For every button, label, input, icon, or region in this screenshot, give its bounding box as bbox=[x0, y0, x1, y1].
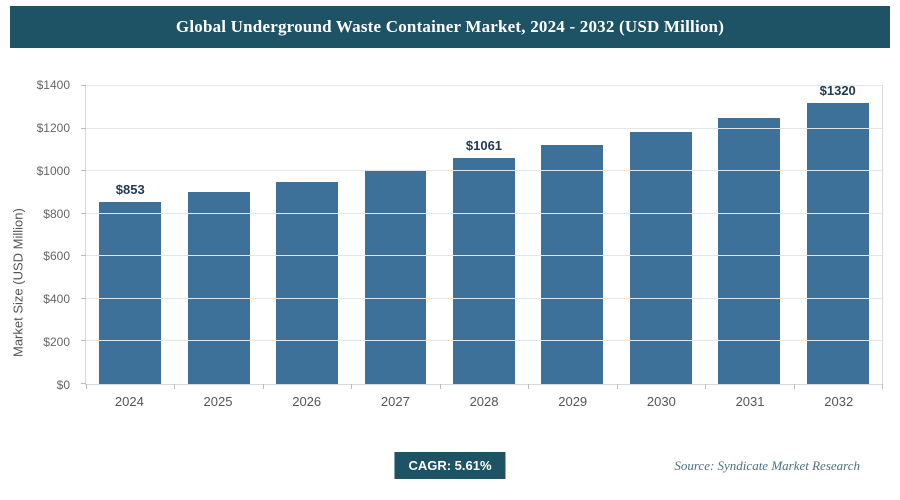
bar bbox=[187, 192, 250, 384]
bar-slot: $853 bbox=[86, 86, 174, 384]
gridline bbox=[86, 255, 882, 257]
bar-slot bbox=[705, 86, 793, 384]
bar-slot: $1061 bbox=[440, 86, 528, 384]
source-attribution: Source: Syndicate Market Research bbox=[674, 458, 860, 473]
chart-footer: CAGR: 5.61% Source: Syndicate Market Res… bbox=[0, 448, 900, 488]
x-tick-label: 2026 bbox=[292, 394, 322, 409]
y-tick-label: $1400 bbox=[36, 78, 70, 92]
chart-figure: Market Size (USD Million) $0 $200 $400 $600… bbox=[0, 48, 900, 448]
bar bbox=[629, 132, 692, 384]
bar bbox=[718, 117, 781, 384]
y-tick-mark bbox=[81, 170, 86, 172]
y-tick-label: $400 bbox=[43, 292, 70, 307]
y-tick-label: $1200 bbox=[36, 120, 70, 135]
x-tick-mark bbox=[351, 384, 353, 389]
y-axis-tick-labels: $0 $200 $400 $600 $800 $1000 $1200 $1400 bbox=[0, 78, 78, 392]
y-tick-label: $1000 bbox=[36, 163, 70, 178]
x-tick-mark bbox=[86, 384, 87, 389]
x-tick-mark bbox=[262, 384, 264, 389]
x-tick-label: 2028 bbox=[469, 394, 499, 409]
x-tick-mark bbox=[882, 384, 883, 389]
gridline bbox=[86, 340, 882, 342]
y-tick-mark bbox=[81, 85, 86, 86]
y-tick-mark bbox=[81, 297, 86, 299]
gridline bbox=[86, 212, 882, 214]
bar-slot bbox=[528, 86, 616, 384]
bar: $1061 bbox=[453, 138, 515, 384]
x-tick-mark bbox=[528, 384, 530, 389]
y-tick-label: $0 bbox=[56, 378, 70, 392]
bar-slot bbox=[174, 86, 262, 384]
bar-slot bbox=[617, 86, 705, 384]
x-tick-label: 2029 bbox=[558, 394, 588, 409]
bar-slot bbox=[351, 86, 439, 384]
bar: $853 bbox=[99, 182, 162, 384]
bar bbox=[276, 181, 339, 384]
bar-value-label: $853 bbox=[115, 182, 145, 198]
bar: $1320 bbox=[806, 83, 869, 384]
bar-slot: $1320 bbox=[794, 83, 882, 384]
x-tick-mark bbox=[793, 384, 795, 389]
x-tick-mark bbox=[439, 384, 441, 389]
y-tick-mark bbox=[81, 340, 86, 342]
y-tick-mark bbox=[81, 212, 86, 214]
x-tick-mark bbox=[174, 384, 176, 389]
x-tick-label: 2024 bbox=[114, 394, 144, 409]
bar-series: $853 $1061 $1320 bbox=[86, 83, 882, 384]
gridline bbox=[86, 85, 882, 86]
x-tick-mark bbox=[616, 384, 618, 389]
plot-area: $853 $1061 $1320 bbox=[81, 83, 883, 389]
y-tick-mark bbox=[81, 255, 86, 257]
y-tick-label: $600 bbox=[43, 249, 70, 264]
bar-value-label: $1061 bbox=[465, 138, 503, 154]
x-tick-label: 2032 bbox=[824, 394, 854, 409]
bar bbox=[541, 145, 604, 384]
gridline bbox=[86, 170, 882, 172]
gridline bbox=[86, 297, 882, 299]
x-tick-label: 2025 bbox=[203, 394, 233, 409]
y-tick-mark bbox=[81, 127, 86, 129]
y-tick-label: $800 bbox=[43, 206, 70, 221]
x-tick-label: 2027 bbox=[380, 394, 410, 409]
y-tick-label: $200 bbox=[43, 335, 70, 350]
y-tick-mark bbox=[81, 383, 86, 384]
bar-value-label: $1320 bbox=[819, 83, 856, 99]
cagr-badge: CAGR: 5.61% bbox=[394, 452, 506, 479]
x-tick-label: 2030 bbox=[646, 394, 676, 409]
x-tick-label: 2031 bbox=[735, 394, 765, 409]
gridline bbox=[86, 127, 882, 129]
x-tick-mark bbox=[705, 384, 707, 389]
bar-slot bbox=[263, 86, 351, 384]
bar bbox=[364, 170, 427, 384]
chart-title-bar: Global Underground Waste Container Marke… bbox=[10, 6, 890, 48]
chart-title: Global Underground Waste Container Marke… bbox=[175, 17, 725, 36]
x-axis-tick-labels: 2024 2025 2026 2027 2028 2029 2030 2031 2032 bbox=[85, 386, 883, 409]
